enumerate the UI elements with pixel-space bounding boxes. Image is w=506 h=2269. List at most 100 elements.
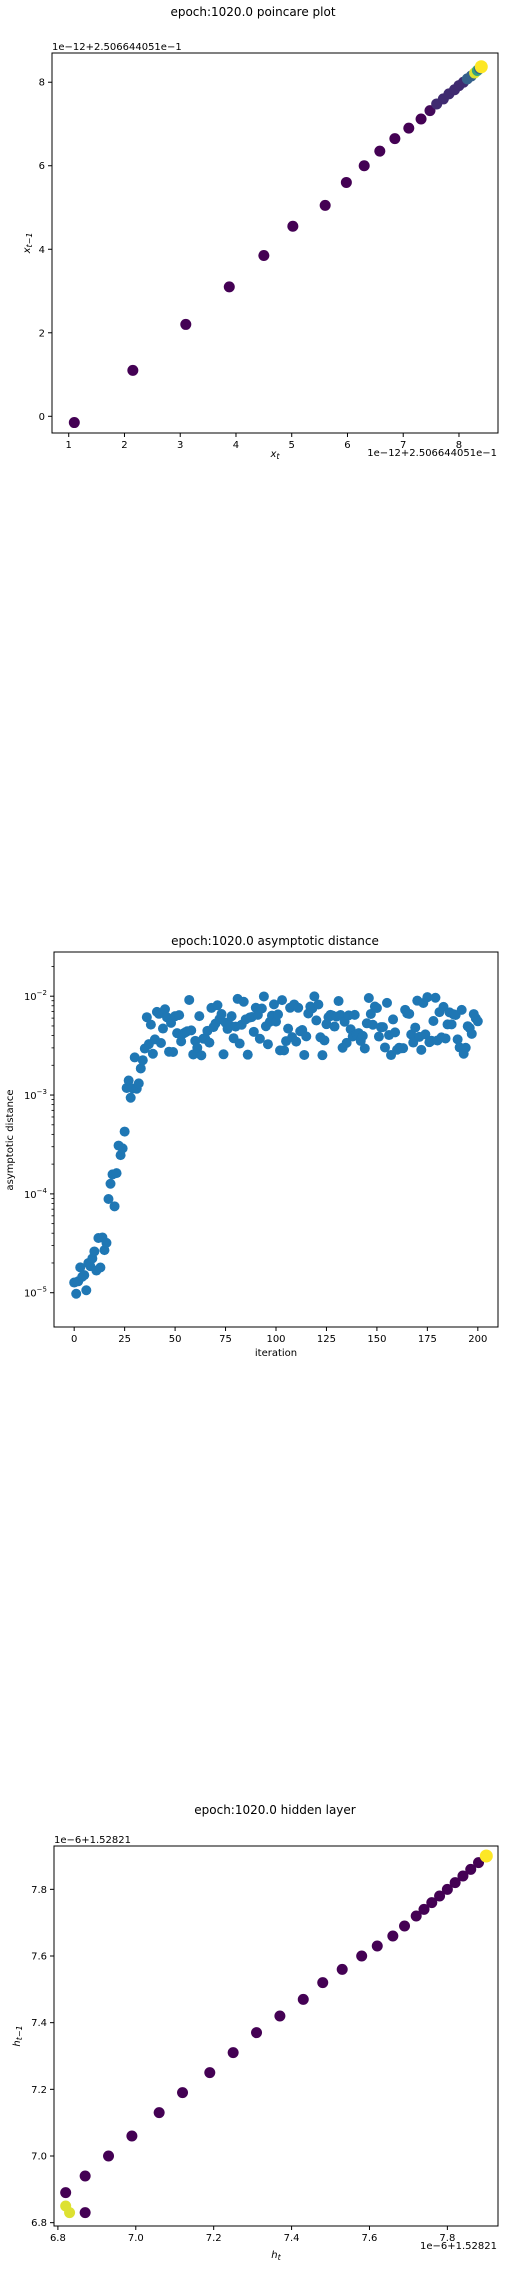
chart2-point <box>416 1044 427 1055</box>
chart2-xlabel: iteration <box>255 1348 297 1359</box>
poincare-plot: epoch:1020.0 poincare plot 1e−12+2.50664… <box>22 5 499 461</box>
chart2-point <box>129 1052 140 1063</box>
chart3-point <box>410 1910 422 1922</box>
chart2-point <box>283 1023 294 1034</box>
chart3-point <box>387 1930 399 1942</box>
chart1-point <box>358 160 370 172</box>
chart3-xtick-label: 7.8 <box>439 2233 455 2244</box>
chart2-point <box>111 1168 122 1179</box>
chart1-point <box>340 176 352 188</box>
chart1-ytick-label: 2 <box>39 328 45 339</box>
chart2-ytick-label: 10−4 <box>24 1187 48 1201</box>
chart2-point <box>422 992 433 1003</box>
chart3-y-offset-label: 1e−6+1.52821 <box>54 1835 131 1846</box>
chart3-ytick-label: 7.8 <box>31 1885 47 1896</box>
hidden-layer-plot: epoch:1020.0 hidden layer 1e−6+1.52821 6… <box>12 1803 499 2262</box>
chart2-ylabel: asymptotic distance <box>5 1089 16 1190</box>
chart2-point <box>349 1009 360 1020</box>
chart3-xtick-label: 6.8 <box>50 2233 66 2244</box>
chart1-xtick-label: 4 <box>233 440 239 451</box>
chart3-ytick-label: 7.6 <box>31 1952 47 1963</box>
chart2-point <box>301 1031 312 1042</box>
chart3-point <box>177 2087 189 2099</box>
chart3-point <box>297 1993 309 2005</box>
chart2-point <box>242 1049 253 1060</box>
chart2-point <box>277 995 288 1006</box>
chart3-point <box>336 1963 348 1975</box>
chart3-point <box>60 2187 72 2199</box>
chart2-point <box>357 1030 368 1041</box>
chart2-ytick-label: 10−2 <box>24 989 47 1003</box>
chart2-point <box>460 1042 471 1053</box>
chart3-x-offset-label: 1e−6+1.52821 <box>420 2241 497 2252</box>
chart3-ytick-label: 6.8 <box>31 2218 47 2229</box>
chart1-title: epoch:1020.0 poincare plot <box>170 5 335 19</box>
chart2-xtick-label: 150 <box>367 1334 386 1345</box>
chart1-axes-frame <box>51 52 499 434</box>
chart1-xtick-label: 8 <box>456 440 462 451</box>
chart1-point <box>374 145 386 157</box>
chart2-point <box>440 1033 451 1044</box>
chart2-point <box>95 1262 106 1273</box>
chart3-xlabel: ht <box>271 2250 281 2262</box>
chart3-point <box>153 2107 165 2119</box>
chart3-point <box>479 1849 493 1863</box>
chart2-point <box>329 1021 340 1032</box>
chart2-point <box>226 1011 237 1022</box>
chart3-point <box>457 1870 469 1882</box>
chart2-point <box>117 1143 128 1154</box>
chart2-xtick-label: 100 <box>266 1334 285 1345</box>
chart1-ylabel: xt−1 <box>22 233 34 255</box>
chart2-point <box>234 1038 245 1049</box>
chart2-point <box>125 1092 136 1103</box>
chart3-point <box>126 2130 138 2142</box>
chart2-point <box>377 1022 388 1033</box>
chart2-point <box>452 1034 463 1045</box>
chart1-point <box>223 281 235 293</box>
chart2-xtick-label: 200 <box>468 1334 487 1345</box>
chart2-point <box>248 1026 259 1037</box>
chart2-point <box>105 1178 116 1189</box>
chart2-point <box>309 991 320 1002</box>
chart3-point <box>79 2170 91 2182</box>
chart3-xtick-label: 7.6 <box>362 2233 378 2244</box>
chart2-point <box>168 1046 179 1057</box>
chart2-point <box>472 1016 483 1027</box>
chart3-ytick-label: 7.4 <box>31 2018 47 2029</box>
chart3-point <box>434 1890 446 1902</box>
chart1-point <box>474 60 488 74</box>
chart2-point <box>446 1019 457 1030</box>
chart2-ytick-label: 10−5 <box>24 1286 47 1300</box>
chart2-point <box>109 1201 120 1212</box>
chart3-xtick-label: 7.4 <box>284 2233 300 2244</box>
chart2-point <box>238 996 249 1007</box>
chart1-xlabel: xt <box>269 449 280 461</box>
chart2-point <box>174 1010 185 1021</box>
chart2-point <box>103 1194 114 1205</box>
chart2-point <box>262 1039 273 1050</box>
chart3-point <box>227 2047 239 2059</box>
chart2-point <box>363 993 374 1004</box>
chart1-point <box>287 220 299 232</box>
chart2-point <box>135 1063 146 1074</box>
chart3-ylabel: ht−1 <box>12 2025 24 2046</box>
chart1-xtick-label: 1 <box>66 440 72 451</box>
chart2-point <box>398 1043 409 1054</box>
chart2-point <box>319 1035 330 1046</box>
chart3-point <box>251 2027 263 2039</box>
chart3-point <box>426 1897 438 1909</box>
chart1-point <box>319 199 331 211</box>
chart1-point <box>68 417 80 429</box>
chart2-point <box>371 1003 382 1014</box>
chart1-xtick-label: 5 <box>289 440 295 451</box>
chart2-point <box>430 992 441 1003</box>
chart2-point <box>75 1262 86 1273</box>
chart2-point <box>157 1023 168 1034</box>
chart2-xtick-label: 0 <box>71 1334 77 1345</box>
chart2-point <box>194 1011 205 1022</box>
chart2-point <box>79 1270 90 1281</box>
chart2-point <box>81 1285 92 1296</box>
chart2-title: epoch:1020.0 asymptotic distance <box>171 934 379 948</box>
chart2-xtick-label: 75 <box>219 1334 232 1345</box>
